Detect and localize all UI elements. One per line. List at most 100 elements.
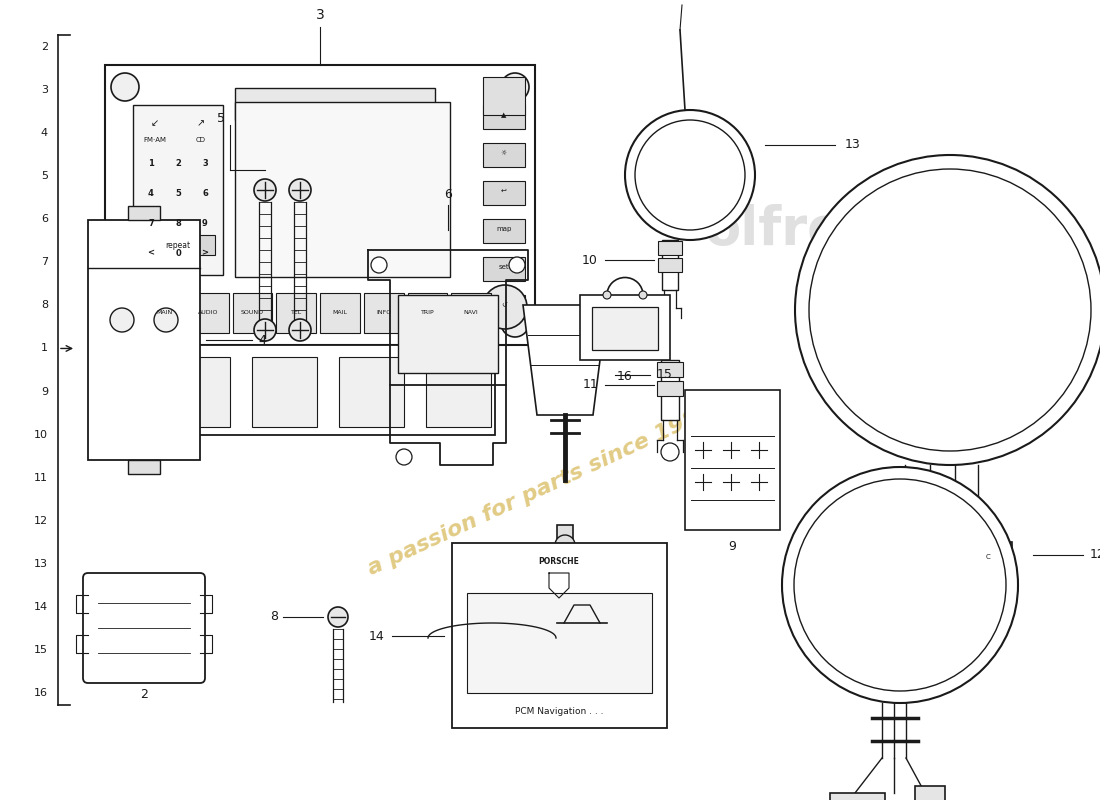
Bar (662, 240, 678, 290)
Bar (398, 295, 498, 373)
Circle shape (328, 607, 348, 627)
Text: ☼: ☼ (500, 150, 507, 156)
Text: 4: 4 (258, 334, 266, 346)
Bar (128, 206, 160, 220)
Text: ▲: ▲ (502, 112, 507, 118)
Text: 7: 7 (41, 258, 48, 267)
Text: 5: 5 (41, 171, 48, 182)
Text: TRIP: TRIP (420, 310, 434, 315)
Text: repeat: repeat (165, 241, 190, 250)
Circle shape (603, 291, 611, 299)
Text: 1: 1 (41, 343, 48, 354)
Text: 10: 10 (34, 430, 48, 440)
Text: 2: 2 (41, 42, 48, 52)
Bar (104, 65, 535, 345)
Bar (451, 293, 491, 333)
Bar (339, 357, 404, 427)
Bar (483, 219, 525, 243)
Text: 2: 2 (140, 687, 147, 701)
Bar (407, 293, 448, 333)
Bar (128, 460, 160, 474)
Text: olfres: olfres (705, 204, 876, 256)
Circle shape (128, 285, 172, 329)
Text: 5: 5 (217, 111, 226, 125)
Text: ↙: ↙ (151, 118, 160, 128)
Text: 6: 6 (444, 189, 452, 202)
Bar (657, 381, 683, 396)
Text: NAVI: NAVI (464, 310, 478, 315)
Circle shape (500, 73, 529, 101)
Text: 13: 13 (34, 559, 48, 569)
Text: 985: 985 (824, 303, 916, 346)
Text: 9: 9 (202, 218, 208, 227)
Bar (276, 293, 316, 333)
Text: 10: 10 (582, 254, 598, 266)
Text: TEL: TEL (290, 310, 301, 315)
Text: 6: 6 (202, 189, 208, 198)
Bar (685, 390, 780, 530)
Circle shape (254, 179, 276, 201)
Text: 7: 7 (148, 218, 154, 227)
Circle shape (289, 179, 311, 201)
Bar (830, 793, 886, 800)
Text: ↺: ↺ (502, 302, 507, 308)
Bar (658, 258, 682, 272)
Text: MAIL: MAIL (332, 310, 348, 315)
Text: PORSCHE: PORSCHE (539, 557, 580, 566)
Bar (364, 293, 404, 333)
Text: C: C (986, 554, 990, 560)
Polygon shape (522, 305, 607, 415)
Circle shape (556, 535, 575, 555)
Text: a passion for parts since 1985: a passion for parts since 1985 (364, 401, 716, 579)
Text: ↩: ↩ (502, 188, 507, 194)
Text: 11: 11 (34, 473, 48, 482)
Text: ↗: ↗ (197, 118, 205, 128)
Circle shape (500, 309, 529, 337)
Bar (235, 88, 434, 120)
Circle shape (371, 257, 387, 273)
Bar (483, 295, 525, 319)
Text: 8: 8 (41, 301, 48, 310)
Circle shape (254, 319, 276, 341)
Circle shape (661, 443, 679, 461)
Text: 13: 13 (845, 138, 860, 151)
Bar (88, 220, 200, 460)
Circle shape (808, 169, 1091, 451)
Bar (483, 181, 525, 205)
Bar (592, 307, 658, 350)
Bar (426, 357, 491, 427)
Text: MAIN: MAIN (156, 310, 173, 315)
Bar (580, 295, 670, 360)
Text: 16: 16 (617, 370, 632, 382)
Text: <: < (147, 249, 154, 258)
Bar (235, 102, 450, 277)
Circle shape (639, 291, 647, 299)
Text: 8: 8 (270, 610, 278, 623)
Text: 2: 2 (175, 158, 180, 167)
Bar (145, 293, 185, 333)
Text: >: > (201, 249, 209, 258)
Text: 12: 12 (1090, 549, 1100, 562)
Bar (133, 105, 223, 275)
Bar (658, 241, 682, 255)
Bar (661, 360, 679, 420)
Circle shape (483, 285, 527, 329)
Text: set: set (498, 264, 509, 270)
Text: SOUND: SOUND (241, 310, 264, 315)
Bar (141, 235, 214, 255)
Text: 11: 11 (582, 378, 598, 391)
Bar (557, 525, 573, 545)
Text: 16: 16 (34, 688, 48, 698)
Circle shape (111, 73, 139, 101)
Circle shape (795, 155, 1100, 465)
Circle shape (110, 308, 134, 332)
Text: 3: 3 (41, 85, 48, 95)
Text: 4: 4 (41, 128, 48, 138)
Bar (860, 555, 930, 595)
Circle shape (154, 308, 178, 332)
Circle shape (782, 467, 1018, 703)
Text: CD: CD (196, 137, 206, 143)
Text: 3: 3 (202, 158, 208, 167)
Bar (657, 362, 683, 377)
Bar (252, 357, 317, 427)
